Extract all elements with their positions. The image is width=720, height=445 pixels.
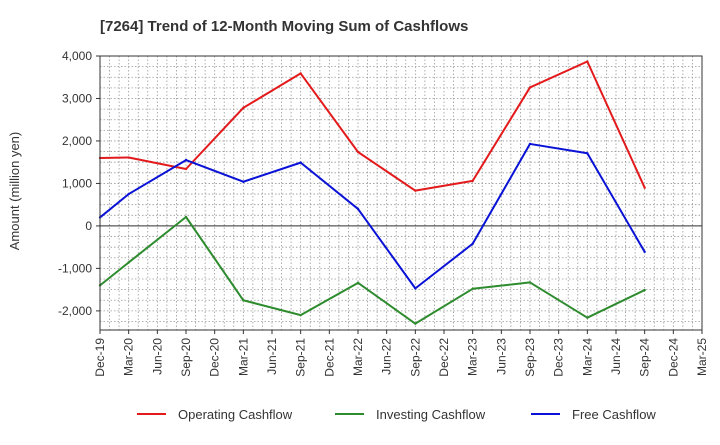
legend: Operating Cashflow Investing Cashflow Free… <box>137 407 656 422</box>
data-point-free-cashflow <box>414 287 417 290</box>
x-tick-label: Sep-21 <box>294 338 308 377</box>
legend-label: Investing Cashflow <box>376 407 486 422</box>
x-tick-label: Jun-24 <box>609 338 623 375</box>
data-point-free-cashflow <box>242 180 245 183</box>
legend-label: Operating Cashflow <box>178 407 293 422</box>
chart-title: [7264] Trend of 12-Month Moving Sum of C… <box>100 18 468 35</box>
data-point-free-cashflow <box>356 207 360 211</box>
y-tick-label: 2,000 <box>62 134 92 148</box>
data-point-investing-cashflow <box>528 281 532 284</box>
x-tick-label: Sep-20 <box>179 338 193 377</box>
x-tick-label: Sep-24 <box>638 338 652 377</box>
series-line-free-cashflow <box>99 142 646 290</box>
data-point-operating-cashflow <box>127 156 130 159</box>
data-point-operating-cashflow <box>643 186 646 189</box>
data-point-operating-cashflow <box>471 179 474 183</box>
x-tick-label: Dec-22 <box>437 338 451 377</box>
x-tick-label: Jun-23 <box>494 338 508 375</box>
x-tick-label: Mar-22 <box>351 338 365 376</box>
data-point-investing-cashflow <box>127 261 130 264</box>
data-point-free-cashflow <box>586 152 589 155</box>
series-line-operating-cashflow <box>99 60 646 192</box>
y-tick-label: 4,000 <box>62 49 92 63</box>
x-axis-ticks: Dec-19 Mar-20 Jun-20 Sep-20 Dec-20 Mar-21 Jun-… <box>93 330 709 377</box>
x-tick-label: Jun-21 <box>265 338 279 375</box>
legend-item-operating-cashflow: Operating Cashflow <box>137 407 293 422</box>
data-point-operating-cashflow <box>528 86 532 89</box>
x-tick-label: Mar-21 <box>236 338 250 376</box>
data-point-free-cashflow <box>299 161 302 164</box>
data-point-investing-cashflow <box>414 322 417 325</box>
y-axis-label: Amount (million yen) <box>7 132 22 251</box>
y-axis-ticks: -2,000 -1,000 0 1,000 2,000 3,000 4,000 <box>58 49 100 318</box>
x-tick-label: Jun-20 <box>150 338 164 375</box>
y-tick-label: 0 <box>85 219 92 233</box>
x-tick-label: Jun-22 <box>380 338 394 375</box>
series-layer <box>98 60 646 325</box>
data-point-investing-cashflow <box>184 215 188 219</box>
legend-label: Free Cashflow <box>572 407 656 422</box>
grid <box>100 56 702 330</box>
x-tick-label: Mar-20 <box>122 338 136 376</box>
x-tick-label: Sep-22 <box>408 338 422 377</box>
x-tick-label: Dec-24 <box>666 338 680 377</box>
data-point-investing-cashflow <box>242 299 245 302</box>
data-point-operating-cashflow <box>414 189 417 192</box>
x-tick-label: Dec-19 <box>93 338 107 377</box>
x-tick-label: Dec-20 <box>208 338 222 377</box>
data-point-free-cashflow <box>643 250 646 254</box>
data-point-investing-cashflow <box>643 288 646 292</box>
data-point-free-cashflow <box>127 192 130 196</box>
data-point-investing-cashflow <box>586 316 589 319</box>
x-tick-label: Dec-23 <box>552 338 566 377</box>
y-tick-label: -2,000 <box>58 304 92 318</box>
x-tick-label: Mar-24 <box>580 338 594 376</box>
data-point-operating-cashflow <box>242 106 245 110</box>
y-tick-label: 1,000 <box>62 176 92 190</box>
data-point-free-cashflow <box>528 142 532 146</box>
data-point-operating-cashflow <box>299 72 302 75</box>
plot-frame <box>99 55 703 331</box>
data-point-operating-cashflow <box>586 60 589 63</box>
data-point-investing-cashflow <box>356 281 360 285</box>
x-tick-label: Dec-21 <box>322 338 336 377</box>
data-point-operating-cashflow <box>356 150 360 154</box>
y-tick-label: -1,000 <box>58 261 92 275</box>
series-line-investing-cashflow <box>99 216 646 325</box>
y-tick-label: 3,000 <box>62 91 92 105</box>
data-point-free-cashflow <box>471 242 474 245</box>
x-tick-label: Mar-25 <box>695 338 709 376</box>
x-tick-label: Sep-23 <box>523 338 537 377</box>
legend-item-investing-cashflow: Investing Cashflow <box>335 407 486 422</box>
data-point-investing-cashflow <box>471 287 474 290</box>
data-point-operating-cashflow <box>184 167 188 171</box>
data-point-investing-cashflow <box>299 313 302 317</box>
x-tick-label: Mar-23 <box>466 338 480 376</box>
data-point-free-cashflow <box>184 158 188 162</box>
legend-item-free-cashflow: Free Cashflow <box>531 407 656 422</box>
